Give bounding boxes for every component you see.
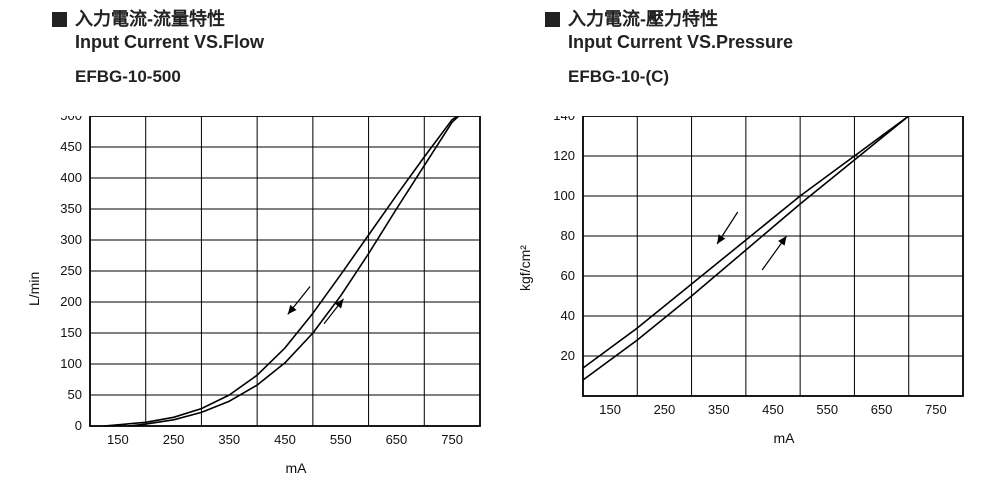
svg-text:250: 250 — [654, 402, 676, 417]
square-bullet-icon — [545, 12, 560, 27]
svg-text:150: 150 — [107, 432, 129, 447]
svg-text:300: 300 — [60, 232, 82, 247]
svg-text:100: 100 — [60, 356, 82, 371]
svg-text:120: 120 — [553, 148, 575, 163]
svg-text:400: 400 — [60, 170, 82, 185]
svg-text:0: 0 — [75, 418, 82, 433]
flow-chart-panel: 入力電流-流量特性 Input Current VS.Flow EFBG-10-… — [12, 8, 495, 504]
svg-text:50: 50 — [68, 387, 82, 402]
square-bullet-icon — [52, 12, 67, 27]
svg-text:450: 450 — [274, 432, 296, 447]
flow-x-block: mA — [12, 460, 502, 476]
svg-text:550: 550 — [816, 402, 838, 417]
flow-model: EFBG-10-500 — [75, 67, 495, 87]
svg-text:450: 450 — [762, 402, 784, 417]
pressure-title-cjk: 入力電流-壓力特性 — [568, 8, 718, 31]
pressure-y-label: kgf/cm² — [517, 245, 533, 291]
svg-text:650: 650 — [871, 402, 893, 417]
svg-text:750: 750 — [441, 432, 463, 447]
pressure-x-block: mA — [505, 430, 985, 446]
flow-title-cjk: 入力電流-流量特性 — [75, 8, 225, 31]
svg-text:350: 350 — [708, 402, 730, 417]
flow-titles: 入力電流-流量特性 Input Current VS.Flow EFBG-10-… — [12, 8, 495, 87]
pressure-chart-svg: 20 40 60 80 100 120 140 150 250 350 450 550 650 750 — [505, 116, 985, 424]
svg-text:650: 650 — [386, 432, 408, 447]
pressure-titles: 入力電流-壓力特性 Input Current VS.Pressure EFBG… — [505, 8, 988, 87]
svg-text:500: 500 — [60, 116, 82, 123]
svg-text:250: 250 — [163, 432, 185, 447]
flow-y-label: L/min — [26, 272, 42, 306]
svg-text:140: 140 — [553, 116, 575, 123]
svg-text:100: 100 — [553, 188, 575, 203]
svg-text:200: 200 — [60, 294, 82, 309]
svg-text:40: 40 — [561, 308, 575, 323]
svg-text:80: 80 — [561, 228, 575, 243]
flow-chart: L/min 0 50 100 150 200 250 300 350 400 450 500 150 2… — [12, 116, 495, 476]
svg-text:150: 150 — [60, 325, 82, 340]
pressure-model: EFBG-10-(C) — [568, 67, 988, 87]
svg-text:750: 750 — [925, 402, 947, 417]
pressure-chart: kgf/cm² 20 40 60 80 100 120 140 150 250 350 450 550… — [505, 116, 988, 446]
svg-text:250: 250 — [60, 263, 82, 278]
svg-text:350: 350 — [218, 432, 240, 447]
flow-chart-svg: 0 50 100 150 200 250 300 350 400 450 500 150 250 350 4… — [12, 116, 502, 454]
svg-text:20: 20 — [561, 348, 575, 363]
svg-text:150: 150 — [599, 402, 621, 417]
pressure-x-label: mA — [774, 430, 795, 446]
flow-x-label: mA — [286, 460, 307, 476]
svg-text:350: 350 — [60, 201, 82, 216]
flow-title-en: Input Current VS.Flow — [75, 31, 495, 54]
pressure-chart-panel: 入力電流-壓力特性 Input Current VS.Pressure EFBG… — [505, 8, 988, 504]
pressure-title-en: Input Current VS.Pressure — [568, 31, 988, 54]
svg-text:60: 60 — [561, 268, 575, 283]
svg-text:450: 450 — [60, 139, 82, 154]
svg-text:550: 550 — [330, 432, 352, 447]
